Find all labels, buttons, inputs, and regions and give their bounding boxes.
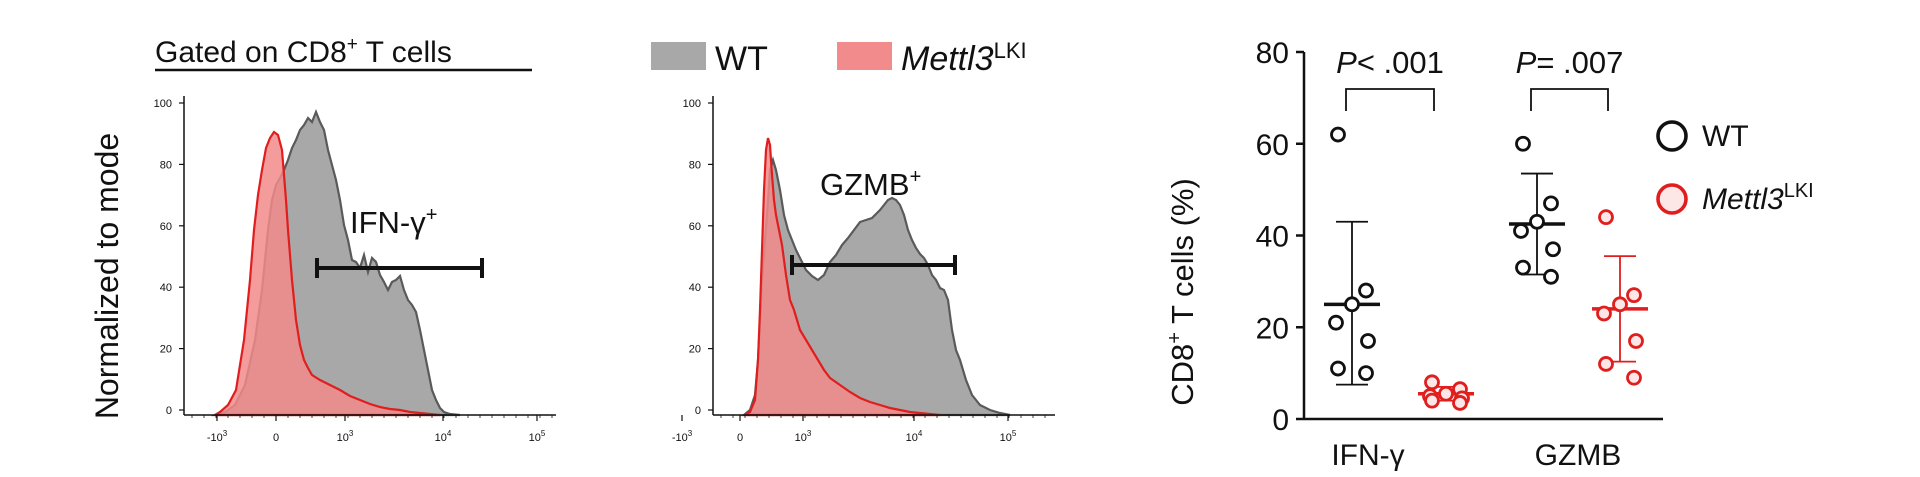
histogram-x-tick-label: 105 bbox=[1000, 429, 1017, 444]
data-point bbox=[1628, 333, 1644, 349]
histogram-y-tick-label: 60 bbox=[689, 221, 701, 233]
data-point bbox=[1543, 268, 1559, 285]
histogram-ifng-ki-curve bbox=[211, 130, 441, 417]
histogram-x-tick-label: 105 bbox=[529, 429, 546, 444]
dot-plot-y-tick-label: 60 bbox=[1256, 129, 1289, 162]
histogram-x-tick-label: 103 bbox=[795, 429, 812, 444]
data-point bbox=[1513, 223, 1529, 239]
dot-plot-y-tick-label: 20 bbox=[1256, 312, 1289, 345]
data-point bbox=[1330, 126, 1346, 143]
legend-marker bbox=[1656, 120, 1688, 152]
data-point bbox=[1598, 356, 1614, 372]
data-point bbox=[1626, 369, 1642, 386]
gate-label-gzmb: GZMB+ bbox=[820, 166, 921, 202]
legend-ki-label: Mettl3LKI bbox=[901, 38, 1027, 78]
legend-ki-swatch bbox=[837, 42, 892, 70]
histogram-x-tick-label: 104 bbox=[906, 429, 923, 444]
data-point bbox=[1438, 385, 1454, 402]
histogram-y-tick-label: 100 bbox=[154, 98, 172, 110]
dot-plot-x-label: GZMB bbox=[1535, 439, 1622, 472]
histogram-y-tick-label: 0 bbox=[166, 405, 172, 417]
histogram-y-tick-label: 40 bbox=[689, 282, 701, 294]
data-point bbox=[1344, 296, 1360, 313]
data-point bbox=[1330, 360, 1346, 377]
histogram-x-tick-label: -103 bbox=[672, 429, 693, 444]
gated-label: Gated on CD8+ T cells bbox=[155, 34, 452, 69]
data-point bbox=[1358, 282, 1374, 299]
data-point bbox=[1545, 241, 1561, 258]
data-point bbox=[1328, 314, 1344, 331]
data-point bbox=[1360, 333, 1376, 349]
p-value-label: P= .007 bbox=[1516, 45, 1624, 80]
histogram-x-tick-label: 0 bbox=[737, 432, 743, 444]
histogram-y-tick-label: 80 bbox=[160, 159, 172, 171]
data-point bbox=[1529, 213, 1545, 230]
histogram-x-tick-label: 103 bbox=[337, 429, 354, 444]
histogram-y-tick-label: 60 bbox=[160, 221, 172, 233]
data-point bbox=[1612, 296, 1628, 313]
histogram-x-tick-label: 104 bbox=[435, 429, 452, 444]
significance-bracket bbox=[1530, 88, 1609, 111]
histogram-y-tick-label: 100 bbox=[683, 98, 701, 110]
data-point bbox=[1543, 195, 1559, 212]
histogram-y-label: Normalized to mode bbox=[89, 133, 125, 419]
p-value-label: P< .001 bbox=[1336, 45, 1444, 80]
legend-wt-swatch bbox=[651, 42, 706, 70]
data-point bbox=[1515, 259, 1531, 276]
data-point bbox=[1424, 374, 1440, 391]
histogram-ifng: 100 80 60 40 20 0 -103 0 103 104 105 IFN-γ+ bbox=[154, 96, 556, 444]
legend-label: Mettl3LKI bbox=[1702, 180, 1814, 216]
dot-plot-y-tick-label: 40 bbox=[1256, 221, 1289, 254]
dot-plot: CD8+ T cells (%) 0 20 40 60 80 IFN-γ GZMB P< … bbox=[1164, 37, 1814, 472]
histogram-x-tick-label: -103 bbox=[207, 429, 228, 444]
histogram-y-tick-label: 20 bbox=[689, 344, 701, 356]
significance-bracket bbox=[1345, 88, 1435, 111]
dot-plot-y-tick-label: 0 bbox=[1272, 404, 1289, 437]
histogram-y-tick-label: 40 bbox=[160, 282, 172, 294]
legend-label: WT bbox=[1702, 120, 1749, 153]
legend-marker bbox=[1656, 183, 1688, 215]
gate-label-ifng: IFN-γ+ bbox=[350, 204, 437, 240]
data-point bbox=[1596, 305, 1612, 322]
histogram-x-tick-label: 0 bbox=[273, 432, 279, 444]
histogram-gzmb-ki-curve bbox=[743, 137, 941, 417]
data-point bbox=[1452, 395, 1468, 411]
data-point bbox=[1424, 392, 1440, 409]
legend-wt-label: WT bbox=[715, 40, 768, 78]
data-point bbox=[1358, 365, 1374, 382]
data-point bbox=[1515, 135, 1531, 152]
data-point bbox=[1626, 287, 1642, 304]
dot-plot-x-label: IFN-γ bbox=[1331, 439, 1404, 472]
data-point bbox=[1598, 209, 1614, 226]
histogram-y-tick-label: 20 bbox=[160, 344, 172, 356]
dot-plot-y-tick-label: 80 bbox=[1256, 37, 1289, 70]
histogram-y-tick-label: 80 bbox=[689, 159, 701, 171]
dot-plot-y-label: CD8+ T cells (%) bbox=[1164, 178, 1200, 406]
histogram-y-tick-label: 0 bbox=[695, 405, 701, 417]
